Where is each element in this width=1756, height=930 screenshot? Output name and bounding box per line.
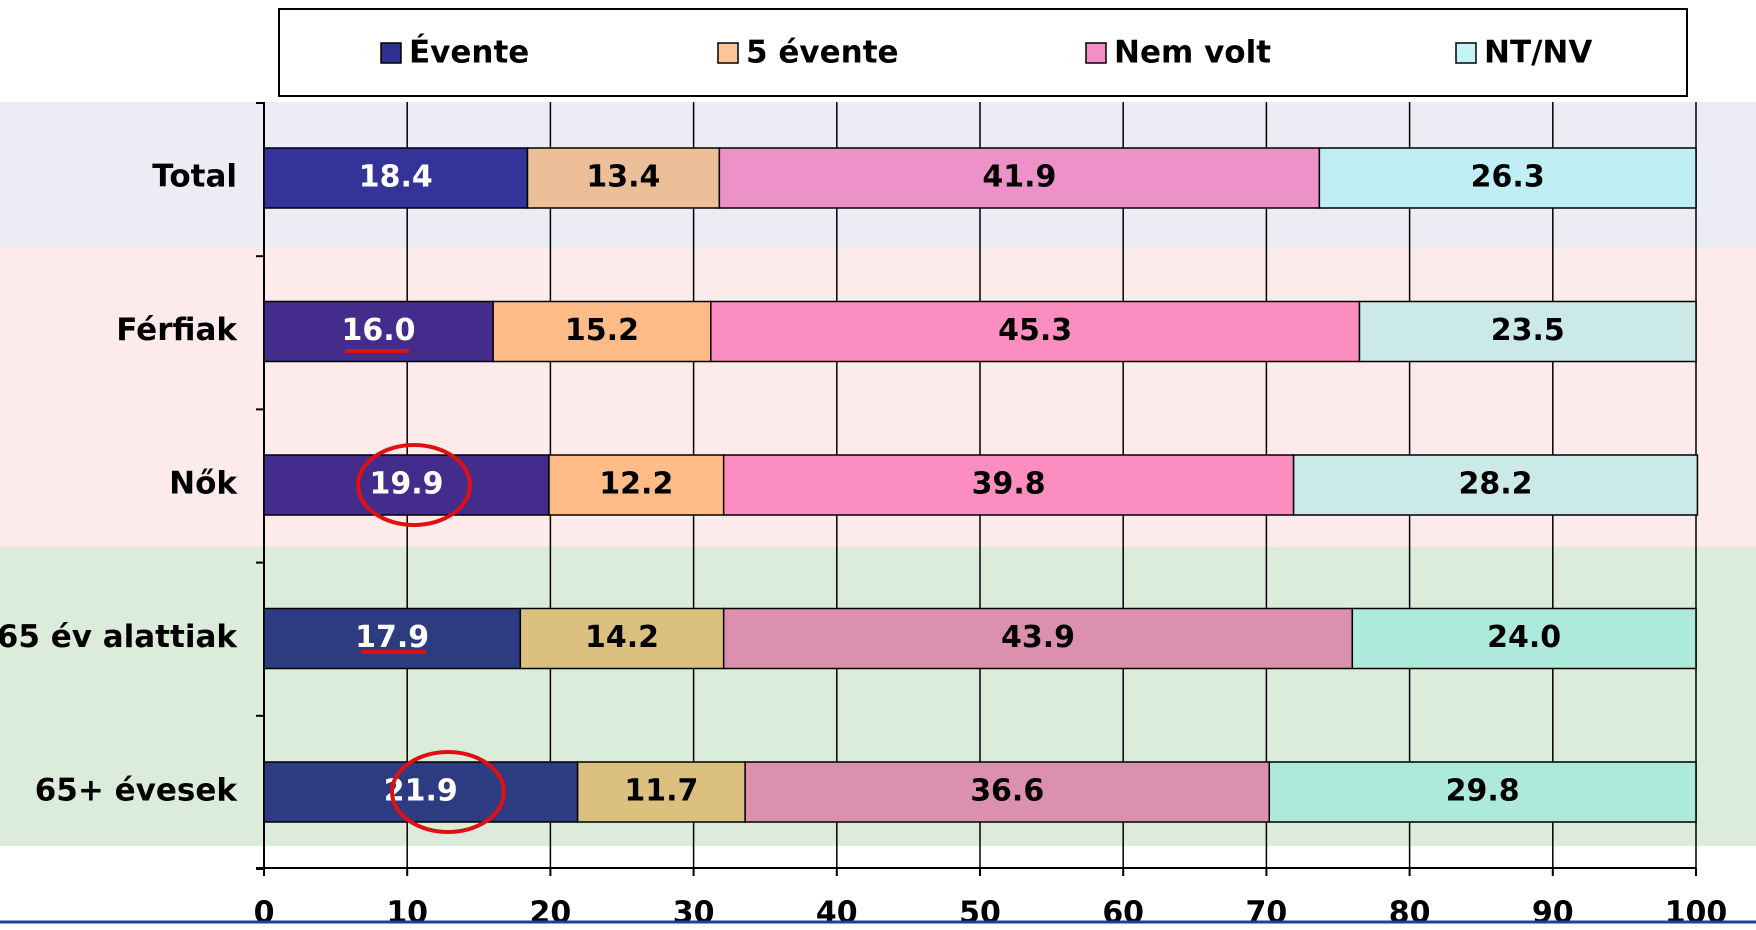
y-tick-label: Nők <box>169 466 238 502</box>
x-tick-label: 10 <box>386 896 428 930</box>
legend-label: Nem volt <box>1114 35 1271 71</box>
x-tick-label: 80 <box>1389 896 1431 930</box>
legend-label: 5 évente <box>746 35 899 71</box>
x-tick-label: 90 <box>1532 896 1574 930</box>
bar-segment <box>722 454 1295 516</box>
bar-segment <box>548 454 725 516</box>
y-tick-label: Total <box>152 159 237 195</box>
legend-label: Évente <box>409 35 529 71</box>
value-label: 14.2 <box>585 620 659 655</box>
bar-segment <box>710 300 1361 363</box>
bar-segment <box>526 147 721 209</box>
legend-swatch <box>717 42 739 64</box>
value-label: 26.3 <box>1471 160 1545 195</box>
value-label: 43.9 <box>1001 620 1075 655</box>
value-label: 28.2 <box>1459 467 1533 502</box>
bar-segment <box>1318 147 1697 209</box>
annotation-circle <box>390 750 506 834</box>
bar-segment <box>1268 761 1697 823</box>
legend-box <box>278 8 1688 97</box>
value-label: 18.4 <box>359 160 433 195</box>
value-label: 45.3 <box>998 313 1072 348</box>
x-tick-label: 50 <box>959 896 1001 930</box>
x-tick-label: 60 <box>1102 896 1144 930</box>
value-label: 17.9 <box>355 620 429 655</box>
value-label: 24.0 <box>1487 620 1561 655</box>
x-tick-label: 0 <box>254 896 275 930</box>
y-tick-label: 65 év alattiak <box>0 619 238 655</box>
value-label: 16.0 <box>342 313 416 348</box>
legend-label: NT/NV <box>1484 35 1592 71</box>
bar-segment <box>263 761 579 823</box>
value-label: 13.4 <box>586 160 660 195</box>
legend-swatch <box>1455 42 1477 64</box>
value-label: 15.2 <box>565 313 639 348</box>
legend-swatch <box>1085 42 1107 64</box>
bar-segment <box>1292 454 1699 516</box>
value-label: 39.8 <box>972 467 1046 502</box>
bar-segment <box>718 147 1321 209</box>
annotation-circle <box>356 443 472 527</box>
x-tick-label: 20 <box>530 896 572 930</box>
value-label: 41.9 <box>982 160 1056 195</box>
value-label: 29.8 <box>1446 774 1520 809</box>
value-label: 36.6 <box>970 774 1044 809</box>
value-label: 19.9 <box>369 467 443 502</box>
x-tick-label: 40 <box>816 896 858 930</box>
bar-segment <box>263 607 522 670</box>
bar-segment <box>492 300 712 363</box>
x-tick-label: 70 <box>1246 896 1288 930</box>
y-tick-label: 65+ évesek <box>35 773 239 809</box>
x-tick-label: 30 <box>673 896 715 930</box>
bar-segment <box>744 761 1271 823</box>
value-label: 12.2 <box>599 467 673 502</box>
bar-segment <box>263 454 550 516</box>
value-label: 11.7 <box>624 774 698 809</box>
y-tick-label: Férfiak <box>116 312 238 348</box>
bar-segment <box>1351 607 1697 670</box>
bar-segment <box>1358 300 1697 363</box>
x-tick-label: 100 <box>1665 896 1728 930</box>
value-label: 23.5 <box>1491 313 1565 348</box>
legend-swatch <box>380 42 402 64</box>
bar-segment <box>722 607 1354 670</box>
